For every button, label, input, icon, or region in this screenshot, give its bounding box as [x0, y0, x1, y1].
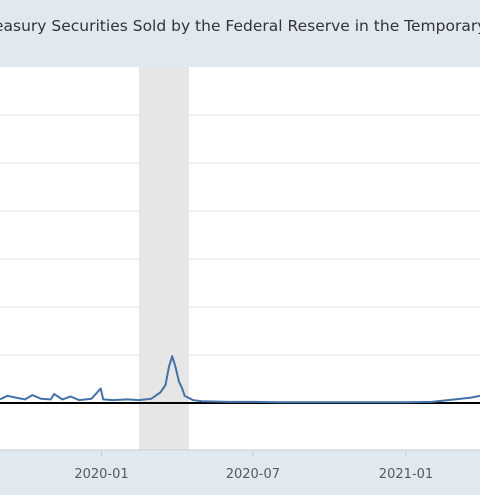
- chart-title: easury Securities Sold by the Federal Re…: [0, 17, 480, 35]
- x-tick-label: 2020-01: [74, 467, 128, 482]
- x-tick-label: 2021-01: [379, 467, 433, 482]
- series-line-0: [0, 355, 480, 404]
- x-tick-label: 2020-07: [226, 467, 280, 482]
